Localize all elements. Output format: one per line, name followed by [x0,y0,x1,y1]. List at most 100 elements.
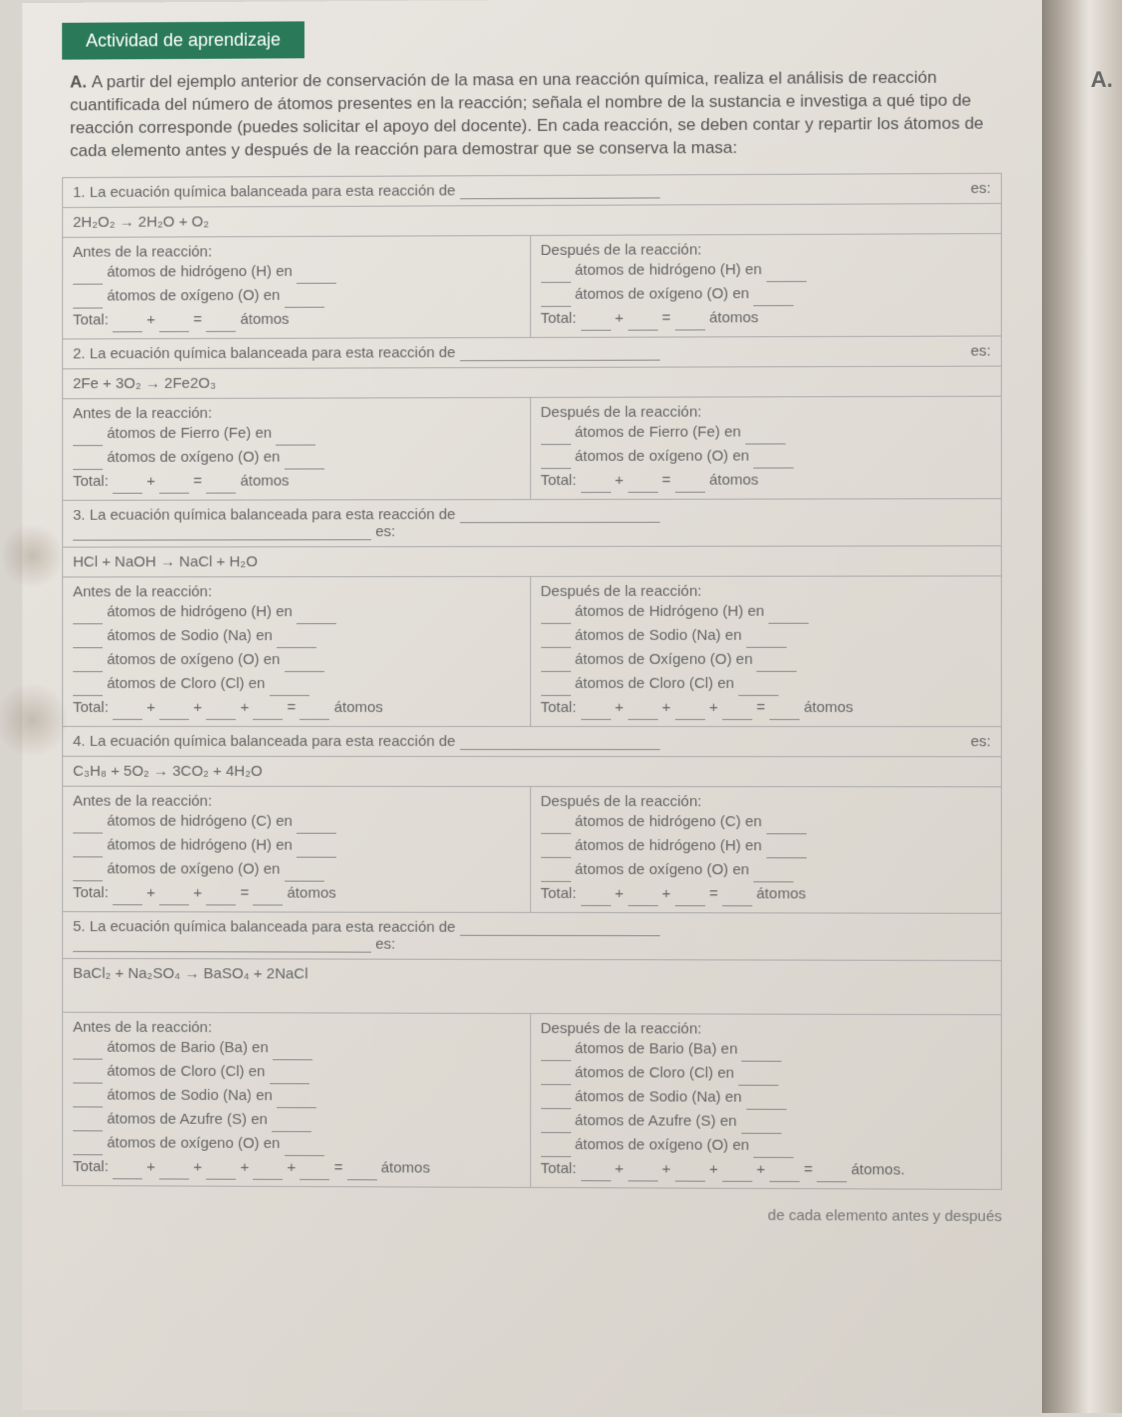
q5-antes-line-2: átomos de Sodio (Na) en [107,1086,273,1104]
q3-antes-line-2: átomos de oxígeno (O) en [107,651,280,668]
q2-despues-line-1: átomos de oxígeno (O) en [575,447,750,464]
q1-title-row: 1. La ecuación química balanceada para e… [62,173,1001,207]
q5-antes-line-4: átomos de oxígeno (O) en [107,1134,280,1152]
atomos-label: átomos [240,472,289,489]
q3-antes-line-1: átomos de Sodio (Na) en [107,627,273,644]
despues-heading: Después de la reacción: [540,793,990,810]
worksheet-page: Actividad de aprendizaje A. A. A partir … [22,0,1042,1416]
total-label: Total: [73,699,109,716]
q1-despues-line-1: átomos de oxígeno (O) en [575,285,750,303]
q2-equation: 2Fe + 3O₂ → 2Fe2O₃ [62,366,1001,399]
q2-es: es: [971,342,991,359]
q3-despues-line-3: átomos de Cloro (Cl) en [575,675,735,692]
atomos-label: átomos. [851,1161,905,1178]
q4-antes-line-2: átomos de oxígeno (O) en [107,860,280,877]
intro-text: A. A partir del ejemplo anterior de cons… [62,66,1002,163]
total-label: Total: [73,311,109,328]
atomos-label: átomos [287,884,336,901]
antes-heading: Antes de la reacción: [73,404,520,422]
q4-antes-line-0: átomos de hidrógeno (C) en [107,812,293,829]
q4-antes: Antes de la reacción: átomos de hidrógen… [62,786,530,912]
q1-equation: 2H₂O₂ → 2H₂O + O₂ [62,203,1001,237]
atomos-label: átomos [381,1159,430,1176]
q3-despues: Después de la reacción: átomos de Hidróg… [530,576,1001,727]
q3-antes-line-3: átomos de Cloro (Cl) en [107,675,265,692]
antes-heading: Antes de la reacción: [73,242,520,261]
q2-title-row: 2. La ecuación química balanceada para e… [62,336,1001,369]
atomos-label: átomos [334,699,383,716]
footer-fragment: de cada elemento antes y después [62,1204,1002,1225]
q2-title: 2. La ecuación química balanceada para e… [73,344,456,362]
despues-heading: Después de la reacción: [540,1020,990,1038]
q2-antes-line-1: átomos de oxígeno (O) en [107,448,280,465]
intro-prefix: A. [70,72,92,91]
q3-despues-line-2: átomos de Oxígeno (O) en [575,651,753,668]
q4-title: 4. La ecuación química balanceada para e… [73,733,456,750]
total-label: Total: [540,885,576,902]
total-label: Total: [540,1160,576,1177]
q2-despues: Después de la reacción: átomos de Fierro… [530,396,1001,499]
margin-section-a: A. [1091,67,1113,93]
q3-es: es: [375,523,395,540]
q5-title: 5. La ecuación química balanceada para e… [73,918,456,936]
atomos-label: átomos [709,471,758,488]
total-label: Total: [73,884,109,901]
total-label: Total: [540,699,576,716]
q3-title-row: 3. La ecuación química balanceada para e… [62,498,1001,547]
antes-heading: Antes de la reacción: [73,583,520,600]
q2-despues-line-0: átomos de Fierro (Fe) en [575,423,741,440]
total-label: Total: [73,473,109,490]
total-label: Total: [540,310,576,327]
q5-despues-line-0: átomos de Bario (Ba) en [575,1040,738,1058]
q1-despues: Después de la reacción: átomos de hidróg… [530,233,1001,337]
atomos-label: átomos [804,699,853,716]
q4-equation: C₃H₈ + 5O₂ → 3CO₂ + 4H₂O [62,756,1001,787]
intro-body: A partir del ejemplo anterior de conserv… [70,68,984,160]
q5-despues-line-4: átomos de oxígeno (O) en [575,1136,750,1154]
q4-despues-line-2: átomos de oxígeno (O) en [575,861,750,878]
q1-antes-line-1: átomos de oxígeno (O) en [107,287,280,305]
worksheet-table: 1. La ecuación química balanceada para e… [62,173,1002,1190]
stain-1 [3,521,62,591]
q5-antes-line-1: átomos de Cloro (Cl) en [107,1062,265,1079]
atomos-label: átomos [756,885,805,902]
q2-antes: Antes de la reacción: átomos de Fierro (… [62,397,530,500]
q1-title: 1. La ecuación química balanceada para e… [73,182,456,201]
q3-despues-line-1: átomos de Sodio (Na) en [575,627,742,644]
despues-heading: Después de la reacción: [540,403,990,421]
q3-equation: HCl + NaOH → NaCl + H₂O [62,546,1001,577]
q5-antes-line-0: átomos de Bario (Ba) en [107,1039,269,1056]
antes-heading: Antes de la reacción: [73,792,520,809]
q3-title: 3. La ecuación química balanceada para e… [73,506,456,524]
activity-badge: Actividad de aprendizaje [62,21,305,59]
atomos-label: átomos [709,309,758,326]
q1-es: es: [971,180,991,197]
q1-antes: Antes de la reacción: átomos de hidrógen… [62,235,530,339]
atomos-label: átomos [240,311,289,328]
q1-despues-line-0: átomos de hidrógeno (H) en [575,261,762,279]
q5-despues-line-1: átomos de Cloro (Cl) en [575,1064,735,1082]
despues-heading: Después de la reacción: [540,582,990,599]
q3-antes-line-0: átomos de hidrógeno (H) en [107,603,293,620]
q2-antes-line-0: átomos de Fierro (Fe) en [107,424,272,441]
q4-despues-line-0: átomos de hidrógeno (C) en [575,813,762,830]
q4-despues: Después de la reacción: átomos de hidróg… [530,786,1001,913]
q4-es: es: [971,733,991,750]
q5-despues-line-2: átomos de Sodio (Na) en [575,1088,742,1106]
q5-equation: BaCl₂ + Na₂SO₄ → BaSO₄ + 2NaCl [62,958,1001,1014]
page-right-edge [1040,0,1122,1413]
q4-despues-line-1: átomos de hidrógeno (H) en [575,837,762,854]
stain-2 [0,680,67,760]
despues-heading: Después de la reacción: [540,240,990,259]
q4-title-row: 4. La ecuación química balanceada para e… [62,726,1001,756]
antes-heading: Antes de la reacción: [73,1019,520,1037]
q3-despues-line-0: átomos de Hidrógeno (H) en [575,603,765,620]
total-label: Total: [73,1158,109,1175]
q5-despues: Después de la reacción: átomos de Bario … [530,1013,1001,1189]
q5-title-row: 5. La ecuación química balanceada para e… [62,911,1001,960]
q3-antes: Antes de la reacción: átomos de hidrógen… [62,576,530,726]
q5-antes-line-3: átomos de Azufre (S) en [107,1110,268,1128]
q5-es: es: [375,935,395,952]
total-label: Total: [540,472,576,489]
q5-antes: Antes de la reacción: átomos de Bario (B… [62,1012,530,1187]
